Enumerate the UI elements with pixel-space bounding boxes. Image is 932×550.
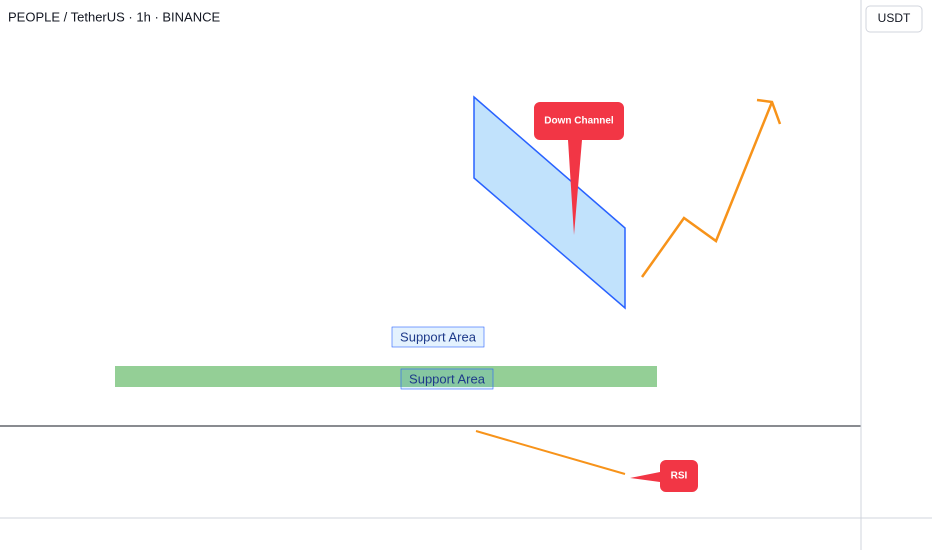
currency-button[interactable]	[865, 5, 923, 33]
down-channel-callout	[534, 102, 624, 235]
rsi-divergence	[475, 430, 626, 475]
annotation: RSI	[671, 471, 688, 482]
support-label-box	[400, 368, 494, 390]
annotation: Down Channel	[544, 116, 614, 127]
support-zone	[115, 366, 657, 387]
currency[interactable]: USDT	[878, 11, 911, 25]
projection-arrow	[640, 101, 774, 278]
price-axis	[861, 0, 932, 550]
arrow-head	[756, 98, 782, 125]
rsi-callout	[630, 460, 698, 492]
support-label-box	[391, 326, 485, 348]
annotation: Support Area	[400, 329, 477, 344]
chart-title: PEOPLE / TetherUS · 1h · BINANCE	[8, 9, 220, 24]
annotation: Support Area	[409, 371, 486, 386]
